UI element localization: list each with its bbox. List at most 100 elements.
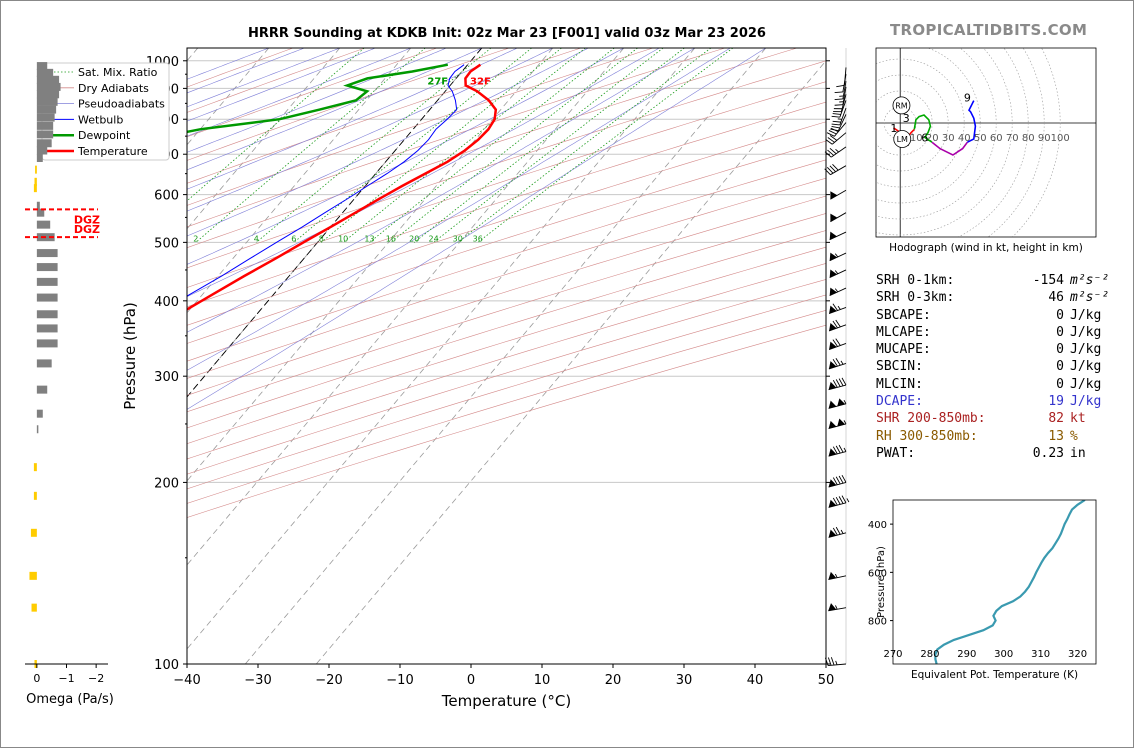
- speed-ring: [876, 90, 933, 156]
- wind-barb: [831, 107, 847, 126]
- pseudoadiabat: [187, 48, 660, 297]
- pseudoadiabat: [187, 48, 340, 108]
- dry-adiabat: [187, 48, 798, 249]
- x-tick-label: −10: [386, 673, 413, 688]
- height-label: 9: [964, 91, 971, 104]
- omega-tick-label: −2: [88, 672, 104, 685]
- mixing-ratio-label: 1: [137, 234, 142, 243]
- mixing-ratio-label: 20: [409, 234, 419, 243]
- wind-barb: [834, 81, 847, 100]
- speed-ring-label: 20: [926, 133, 939, 144]
- dry-adiabat: [187, 48, 726, 228]
- wind-barb: [829, 252, 847, 262]
- stat-unit: J/kg: [1070, 359, 1102, 375]
- dry-adiabat: [187, 81, 826, 288]
- wind-barb: [834, 86, 847, 106]
- omega-bar: [36, 310, 58, 319]
- stat-row: PWAT: 0.23 in: [876, 445, 1130, 462]
- pseudoadiabat: [187, 48, 411, 137]
- speed-ring-label: 70: [1006, 133, 1019, 144]
- omega-bar: [36, 324, 58, 333]
- hodograph-label: Hodograph (wind in kt, height in km): [889, 242, 1083, 254]
- legend-label: Pseudoadiabats: [78, 98, 165, 111]
- wind-barb: [828, 398, 847, 409]
- y-tick-label: 500: [154, 236, 179, 251]
- omega-bar: [29, 571, 37, 580]
- stat-unit: %: [1070, 428, 1078, 444]
- dgz-label: DGZ: [74, 223, 100, 236]
- speed-ring: [957, 48, 1029, 237]
- omega-bar: [31, 603, 37, 612]
- speed-ring-label: 100: [1051, 133, 1070, 144]
- wind-barb: [828, 418, 847, 430]
- wind-barb: [830, 212, 847, 223]
- x-tick-label: −20: [315, 673, 342, 688]
- wind-barb: [824, 657, 847, 667]
- isotherm: [187, 48, 696, 650]
- stat-unit: m²s⁻²: [1070, 290, 1110, 306]
- theta-e-y-tick-label: 600: [868, 568, 887, 579]
- stat-row: SRH 0-3km: 46 m²s⁻²: [876, 289, 1130, 306]
- theta-e-profile: [934, 500, 1086, 664]
- pseudoadiabat: [187, 48, 518, 190]
- dry-adiabat: [187, 121, 826, 326]
- y-tick-label: 100: [154, 658, 179, 673]
- stat-row: SBCIN: 0 J/kg: [876, 358, 1130, 375]
- legend-label: Wetbulb: [78, 113, 123, 126]
- mixing-ratio-line: [433, 48, 685, 243]
- y-tick-label: 200: [154, 476, 179, 491]
- stat-value: 0: [1056, 376, 1064, 392]
- omega-bar: [36, 293, 58, 302]
- height-label: 3: [903, 112, 910, 125]
- stat-unit: J/kg: [1070, 376, 1102, 392]
- mixing-ratio-label: 2: [193, 234, 198, 243]
- wind-barb: [829, 287, 847, 297]
- speed-ring-label: 50: [974, 133, 987, 144]
- hodograph-plot: 10203040506070809010012369LMRM: [876, 48, 1096, 237]
- pseudoadiabat: [187, 48, 624, 265]
- wetbulb-profile: [187, 64, 465, 297]
- stat-unit: J/kg: [1070, 307, 1102, 323]
- stat-label: SBCAPE:: [876, 307, 931, 323]
- legend-label: Sat. Mix. Ratio: [78, 66, 158, 79]
- storm-motion-label: RM: [895, 101, 908, 110]
- mixing-ratio-label: 24: [429, 234, 439, 243]
- stat-value: 0: [1056, 324, 1064, 340]
- stat-value: 0: [1056, 359, 1064, 375]
- speed-ring-label: 40: [958, 133, 971, 144]
- stat-row: MLCAPE: 0 J/kg: [876, 324, 1130, 341]
- theta-e-x-tick-label: 310: [1031, 649, 1050, 660]
- stat-unit: J/kg: [1070, 394, 1102, 410]
- wind-barb: [824, 146, 847, 158]
- x-tick-label: 0: [467, 673, 475, 688]
- height-label: 1: [890, 122, 897, 135]
- hodograph-frame: [875, 47, 1097, 238]
- omega-bar: [36, 82, 61, 91]
- wind-barb: [828, 319, 847, 332]
- isotherm: [187, 48, 625, 566]
- stat-unit: J/kg: [1070, 342, 1102, 358]
- x-tick-label: −40: [173, 673, 200, 688]
- wind-barb: [828, 377, 847, 391]
- chart-title: HRRR Sounding at KDKB Init: 02z Mar 23 […: [248, 26, 766, 41]
- wind-barb: [829, 269, 847, 278]
- wind-barb: [829, 231, 847, 241]
- stat-unit: kt: [1070, 411, 1086, 427]
- dry-adiabat: [187, 48, 366, 113]
- pseudoadiabat: [187, 48, 695, 333]
- mixing-ratio-label: 10: [338, 234, 348, 243]
- dry-adiabat: [187, 48, 654, 206]
- legend: Sat. Mix. Ratio Dry Adiabats Pseudoadiabat…: [41, 62, 170, 161]
- dry-adiabat: [187, 101, 826, 308]
- omega-bar: [36, 121, 54, 130]
- stat-label: SRH 0-3km:: [876, 290, 955, 306]
- x-tick-label: 10: [534, 673, 551, 688]
- omega-bar: [33, 463, 37, 472]
- omega-bar: [36, 359, 52, 368]
- mixing-ratio-line: [256, 48, 492, 243]
- pseudoadiabat: [187, 48, 376, 122]
- theta-e-y-tick-label: 800: [868, 617, 887, 628]
- dry-adiabat: [187, 230, 826, 429]
- x-tick-label: 30: [676, 673, 693, 688]
- wind-barb: [824, 163, 847, 176]
